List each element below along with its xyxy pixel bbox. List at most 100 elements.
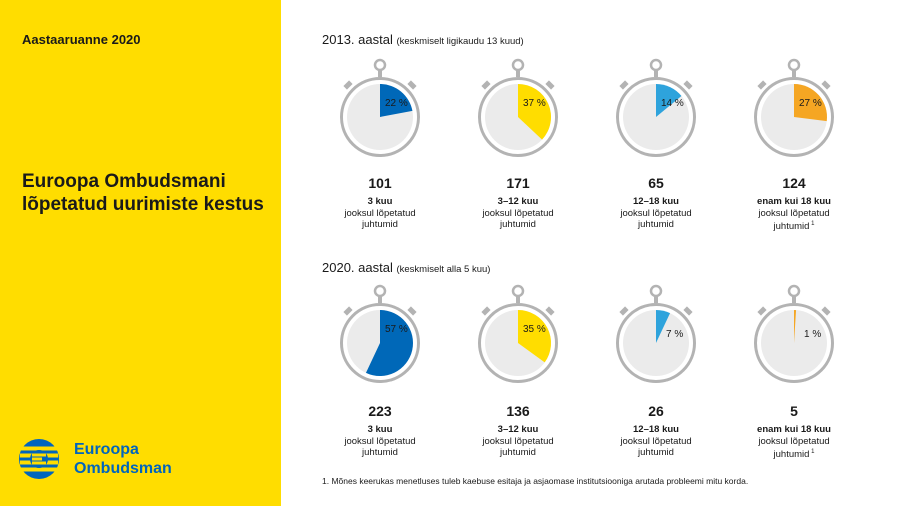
logo-line-1: Euroopa [74,441,139,458]
stopwatch-button [545,306,555,316]
section-title-2020: 2020. aastal (keskmiselt alla 5 kuu) [322,260,490,275]
duration-range: enam kui 18 kuu [757,424,831,435]
case-description: jooksul lõpetatud [620,207,692,219]
case-description: juhtumid [638,447,674,458]
duration-range: 3–12 kuu [497,424,539,435]
case-stats: 223 3 kuu jooksul lõpetatud juhtumid [325,402,435,459]
section-year-2013: 2013. aastal [322,32,393,47]
logo[interactable]: Euroopa Ombudsman [18,438,172,480]
case-count: 101 [368,175,392,191]
pie-slice [365,310,413,376]
footnote: 1. Mõnes keerukas menetluses tuleb kaebu… [322,476,749,486]
pie-slice [380,84,413,117]
percent-label: 57 % [385,324,408,335]
stopwatch-button [481,80,491,90]
stopwatch-button [821,80,831,90]
stopwatch-crown [787,58,801,72]
pie-slice [518,310,552,363]
percent-label: 1 % [804,329,822,340]
case-stats: 26 12–18 kuu jooksul lõpetatud juhtumid [601,402,711,459]
pie-slice [656,310,671,343]
stopwatch-2020-1: 57 % [335,284,425,388]
percent-label: 22 % [385,98,408,109]
section-year-2020: 2020. aastal [322,260,393,275]
percent-label: 27 % [799,98,822,109]
case-description: juhtumid 1 [773,221,815,233]
stopwatch-icon [616,58,696,157]
case-description: juhtumid [362,447,398,458]
stopwatch-button [481,306,491,316]
stopwatch-icon [616,284,696,383]
case-count: 65 [648,175,664,191]
case-count: 124 [782,175,806,191]
page-title: Euroopa Ombudsmani lõpetatud uurimiste k… [22,171,264,215]
duration-range: 12–18 kuu [633,196,679,207]
pie-slice [794,84,828,122]
percent-label: 14 % [661,98,684,109]
stopwatch-2013-2: 37 % [473,58,563,162]
duration-range: enam kui 18 kuu [757,196,831,207]
stopwatch-icon [340,284,420,383]
section-note-2013: (keskmiselt ligikaudu 13 kuud) [396,36,524,47]
percent-label: 7 % [666,329,684,340]
case-count: 5 [790,403,798,419]
sidebar: Aastaaruanne 2020 Euroopa Ombudsmani lõp… [0,0,281,506]
case-count: 26 [648,403,664,419]
percent-label: 37 % [523,98,546,109]
logo-line-2: Ombudsman [74,460,172,477]
report-label: Aastaaruanne 2020 [22,32,141,47]
stopwatch-2013-3: 14 % [611,58,701,162]
stopwatch-crown [373,284,387,298]
footnote-ref: 1 [809,449,815,455]
stopwatch-2020-2: 35 % [473,284,563,388]
case-stats: 171 3–12 kuu jooksul lõpetatud juhtumid [463,174,573,231]
case-description: juhtumid [500,447,536,458]
stopwatch-button [683,306,693,316]
duration-range: 3 kuu [367,424,393,435]
case-description: jooksul lõpetatud [758,207,830,219]
stopwatch-button [821,306,831,316]
stopwatch-icon [754,284,834,383]
stopwatch-icon [478,284,558,383]
stopwatch-button [407,306,417,316]
stopwatch-button [619,80,629,90]
stopwatch-button [683,80,693,90]
stopwatch-crown [787,284,801,298]
stopwatch-button [343,80,353,90]
case-description: juhtumid 1 [773,449,815,461]
section-note-2020: (keskmiselt alla 5 kuu) [396,264,491,275]
stopwatch-button [343,306,353,316]
stopwatch-crown [373,58,387,72]
duration-range: 3 kuu [367,196,393,207]
stopwatch-icon [754,58,834,157]
case-stats: 5 enam kui 18 kuu jooksul lõpetatud juhtumi… [739,402,849,461]
stopwatch-button [545,80,555,90]
logo-text: Euroopa Ombudsman [74,440,172,478]
duration-range: 12–18 kuu [633,424,679,435]
stopwatch-crown [511,58,525,72]
case-description: jooksul lõpetatud [482,435,554,447]
case-description: jooksul lõpetatud [344,435,416,447]
pie-slice [656,84,682,117]
case-description: juhtumid [638,219,674,230]
percent-label: 35 % [523,324,546,335]
stopwatch-button [757,80,767,90]
section-title-2013: 2013. aastal (keskmiselt ligikaudu 13 ku… [322,32,524,47]
pie-slice [794,310,797,343]
case-description: jooksul lõpetatud [758,435,830,447]
stopwatch-button [619,306,629,316]
case-stats: 136 3–12 kuu jooksul lõpetatud juhtumid [463,402,573,459]
stopwatch-2013-4: 27 % [749,58,839,162]
case-stats: 65 12–18 kuu jooksul lõpetatud juhtumid [601,174,711,231]
case-count: 223 [368,403,392,419]
case-count: 171 [506,175,530,191]
pie-slice [518,84,552,140]
ombudsman-logo-icon [19,439,59,479]
stopwatch-button [407,80,417,90]
case-description: jooksul lõpetatud [344,207,416,219]
stopwatch-2020-3: 7 % [611,284,701,388]
stopwatch-icon [478,58,558,157]
stopwatch-crown [649,58,663,72]
case-description: jooksul lõpetatud [620,435,692,447]
